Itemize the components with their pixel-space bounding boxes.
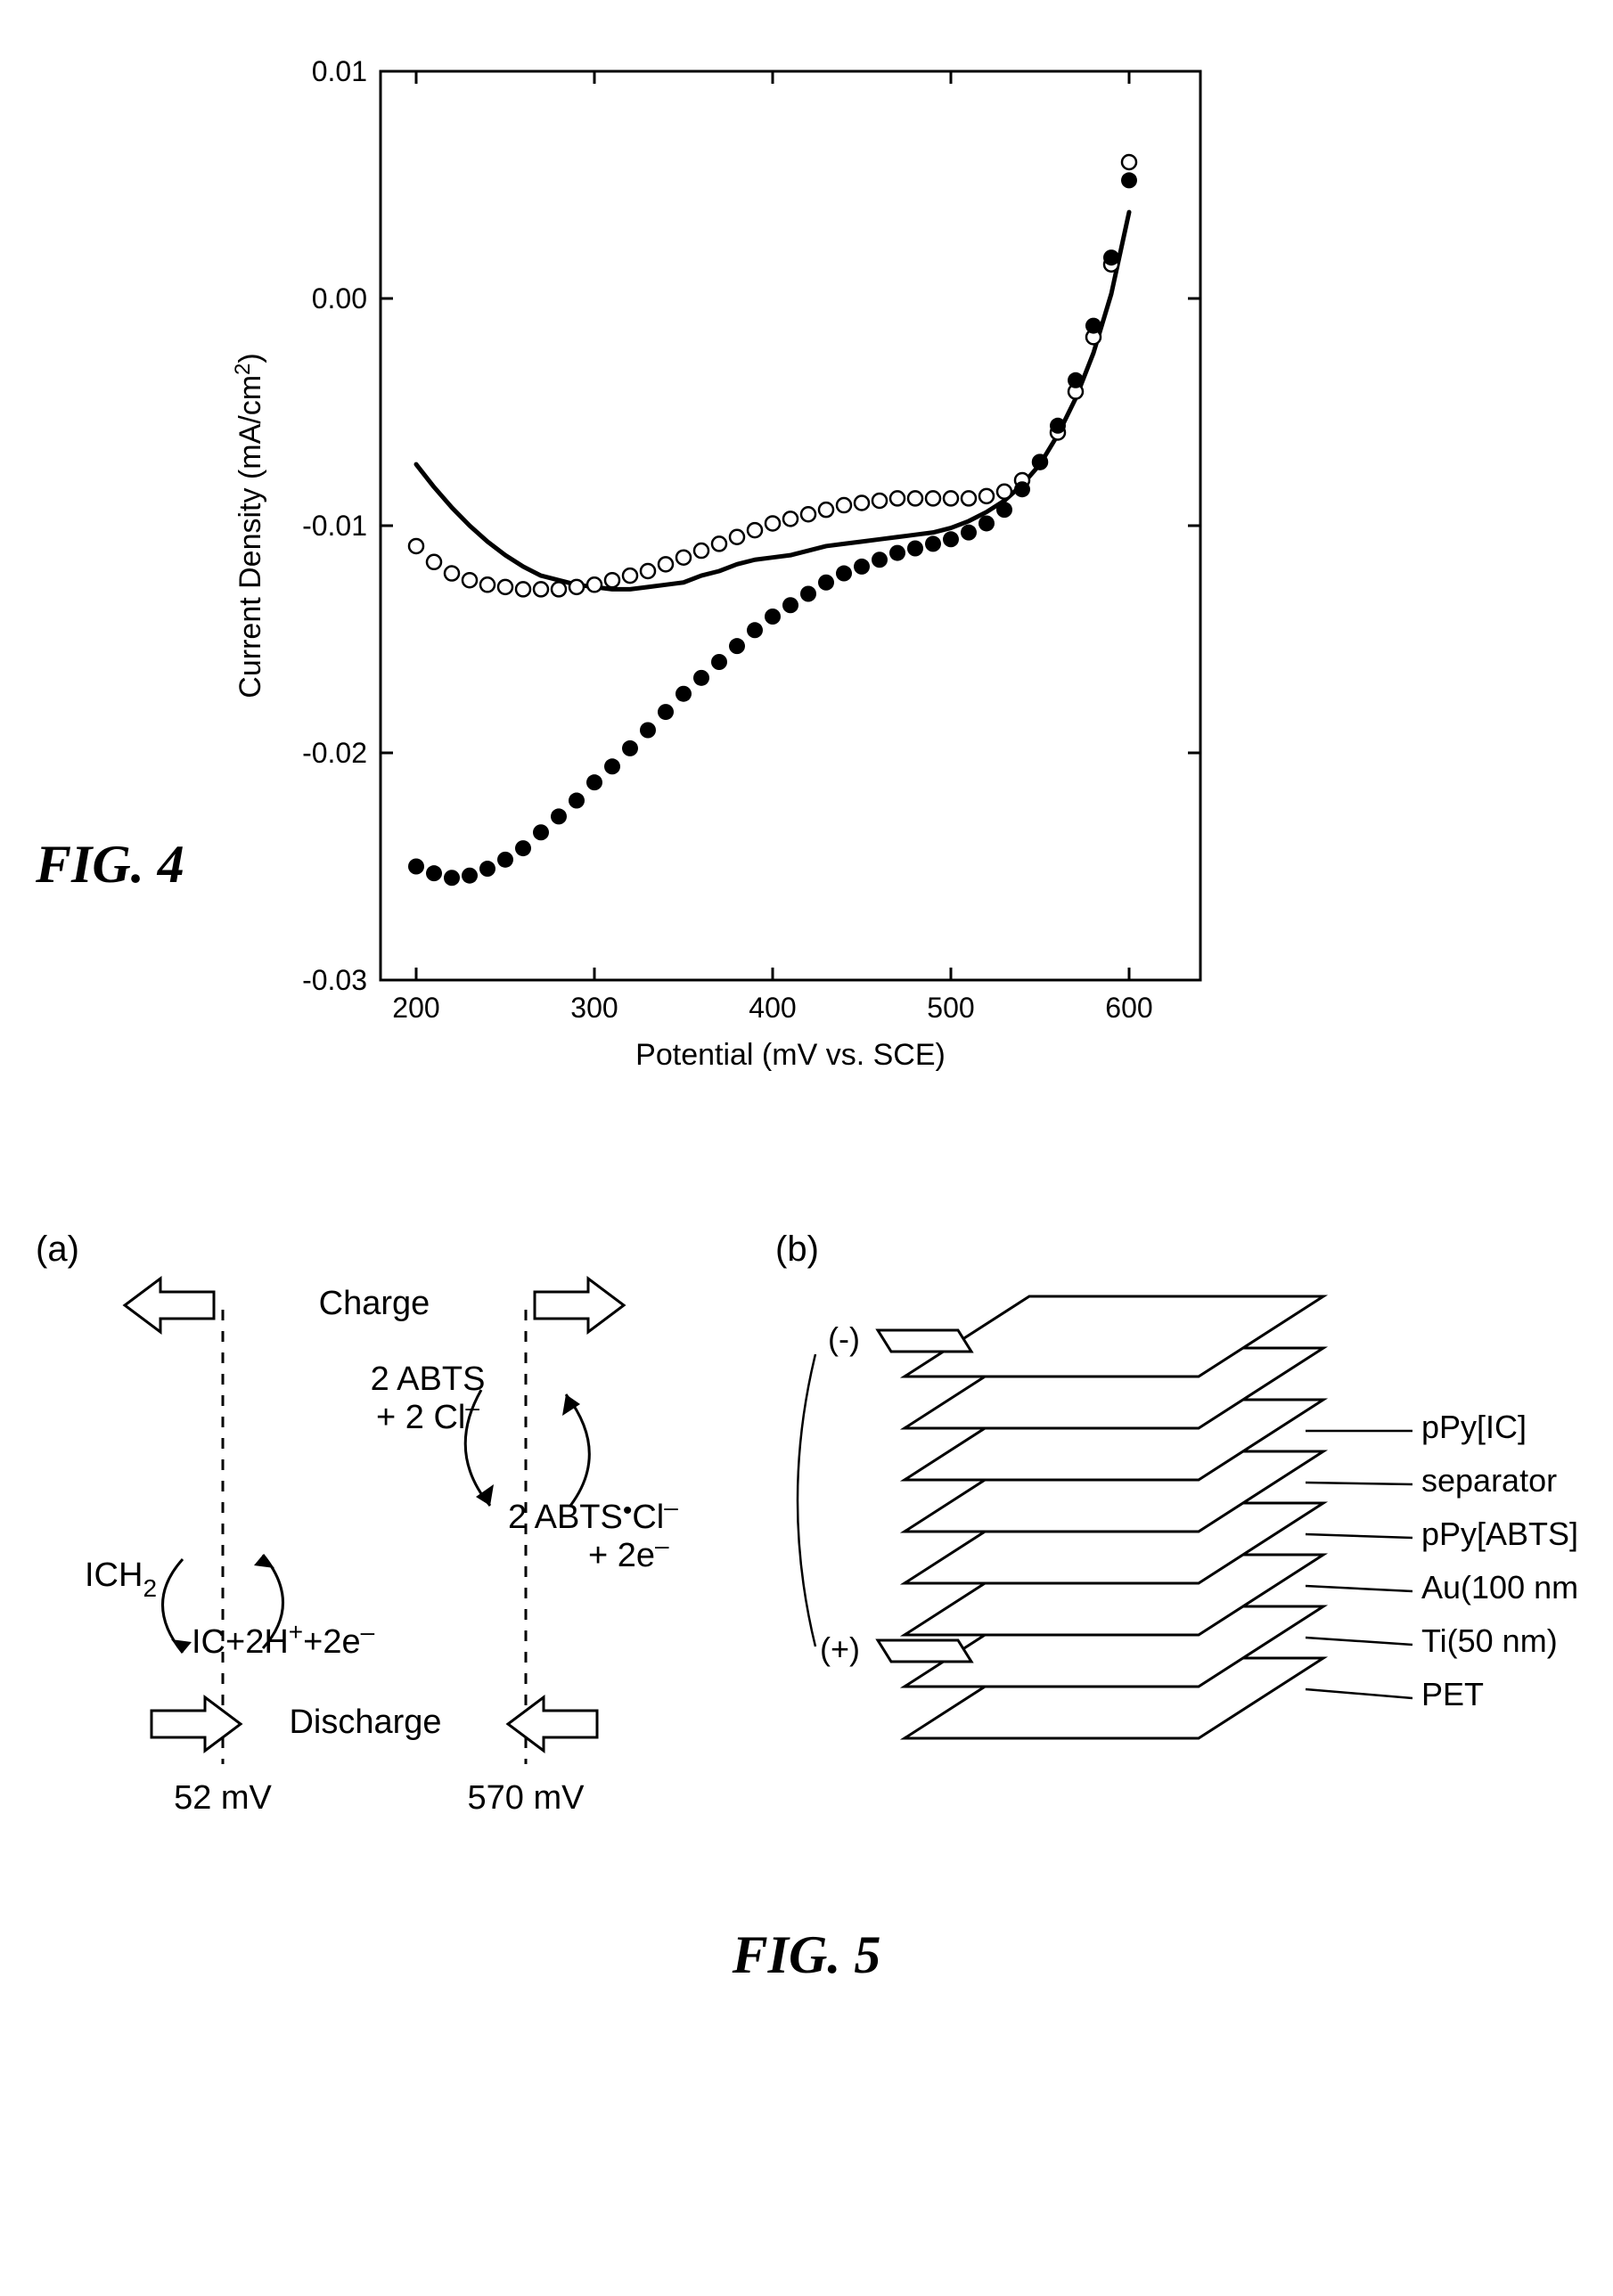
svg-text:400: 400	[749, 992, 796, 1024]
fig5-label: FIG. 5	[733, 1925, 881, 1984]
svg-text:separator: separator	[1421, 1462, 1557, 1499]
svg-text:Current Density (mA/cm2): Current Density (mA/cm2)	[231, 353, 267, 698]
svg-text:300: 300	[570, 992, 618, 1024]
svg-text:(+): (+)	[820, 1630, 860, 1667]
charge-text: Charge	[319, 1285, 430, 1322]
svg-text:0.01: 0.01	[311, 55, 366, 87]
fig4-svg: 200 300 400 500 600 -0.03 -0.02 -0.01 0.00 0.01 Po…	[211, 36, 1281, 1123]
figure-5-row: (a) Charge Dis	[36, 1230, 1577, 1871]
svg-text:Au(100 nm): Au(100 nm)	[1421, 1569, 1577, 1606]
left-reac-ich2: ICH2	[85, 1557, 157, 1602]
svg-text:500: 500	[927, 992, 974, 1024]
discharge-arrow-right	[151, 1697, 241, 1751]
charge-arrow-right	[535, 1279, 624, 1332]
charge-arrow-left	[125, 1279, 214, 1332]
svg-text:-0.03: -0.03	[302, 964, 367, 996]
svg-text:pPy[ABTS]: pPy[ABTS]	[1421, 1516, 1577, 1552]
left-cycle-arrow-1	[163, 1559, 184, 1653]
right-reac-top2: + 2 Cl–	[376, 1393, 479, 1436]
svg-text:200: 200	[392, 992, 439, 1024]
left-potential: 52 mV	[174, 1779, 272, 1817]
fig4-chart: 200 300 400 500 600 -0.03 -0.02 -0.01 0.00 0.01 Po…	[211, 36, 1281, 1123]
figure-4-row: FIG. 4 200 300 400 500 600 -0.03 -0.02 -0.01 0.0…	[36, 36, 1577, 1123]
svg-text:(-): (-)	[828, 1320, 860, 1357]
fig5a-svg: Charge Discharge	[36, 1230, 749, 1871]
discharge-arrow-left	[508, 1697, 597, 1751]
svg-text:PET: PET	[1421, 1676, 1484, 1712]
left-reac-bottom: IC+2H++2e–	[192, 1618, 375, 1661]
right-potential: 570 mV	[468, 1779, 585, 1817]
right-reac-top1: 2 ABTS	[371, 1360, 486, 1398]
fig5-panel-a: (a) Charge Dis	[36, 1230, 749, 1871]
discharge-text: Discharge	[289, 1704, 441, 1741]
right-reac-bot1: 2 ABTS•Cl–	[508, 1493, 678, 1536]
svg-text:Ti(50 nm): Ti(50 nm)	[1421, 1622, 1558, 1659]
svg-text:pPy[IC]: pPy[IC]	[1421, 1409, 1527, 1445]
svg-text:0.00: 0.00	[311, 282, 366, 315]
right-reac-bot2: + 2e–	[588, 1532, 669, 1574]
panel-a-label: (a)	[36, 1230, 79, 1270]
fig5-panel-b: (b) (-)(+)leadspPy[IC]separatorpPy[ABTS]…	[775, 1230, 1577, 1871]
fig4-label: FIG. 4	[36, 834, 184, 895]
fig5-caption-row: FIG. 5	[36, 1924, 1577, 1986]
svg-text:600: 600	[1105, 992, 1152, 1024]
fig5b-svg: (-)(+)leadspPy[IC]separatorpPy[ABTS]Au(1…	[775, 1230, 1577, 1871]
svg-text:-0.02: -0.02	[302, 737, 367, 769]
panel-b-label: (b)	[775, 1230, 819, 1270]
svg-text:-0.01: -0.01	[302, 510, 367, 542]
svg-text:Potential (mV vs. SCE): Potential (mV vs. SCE)	[635, 1038, 946, 1072]
